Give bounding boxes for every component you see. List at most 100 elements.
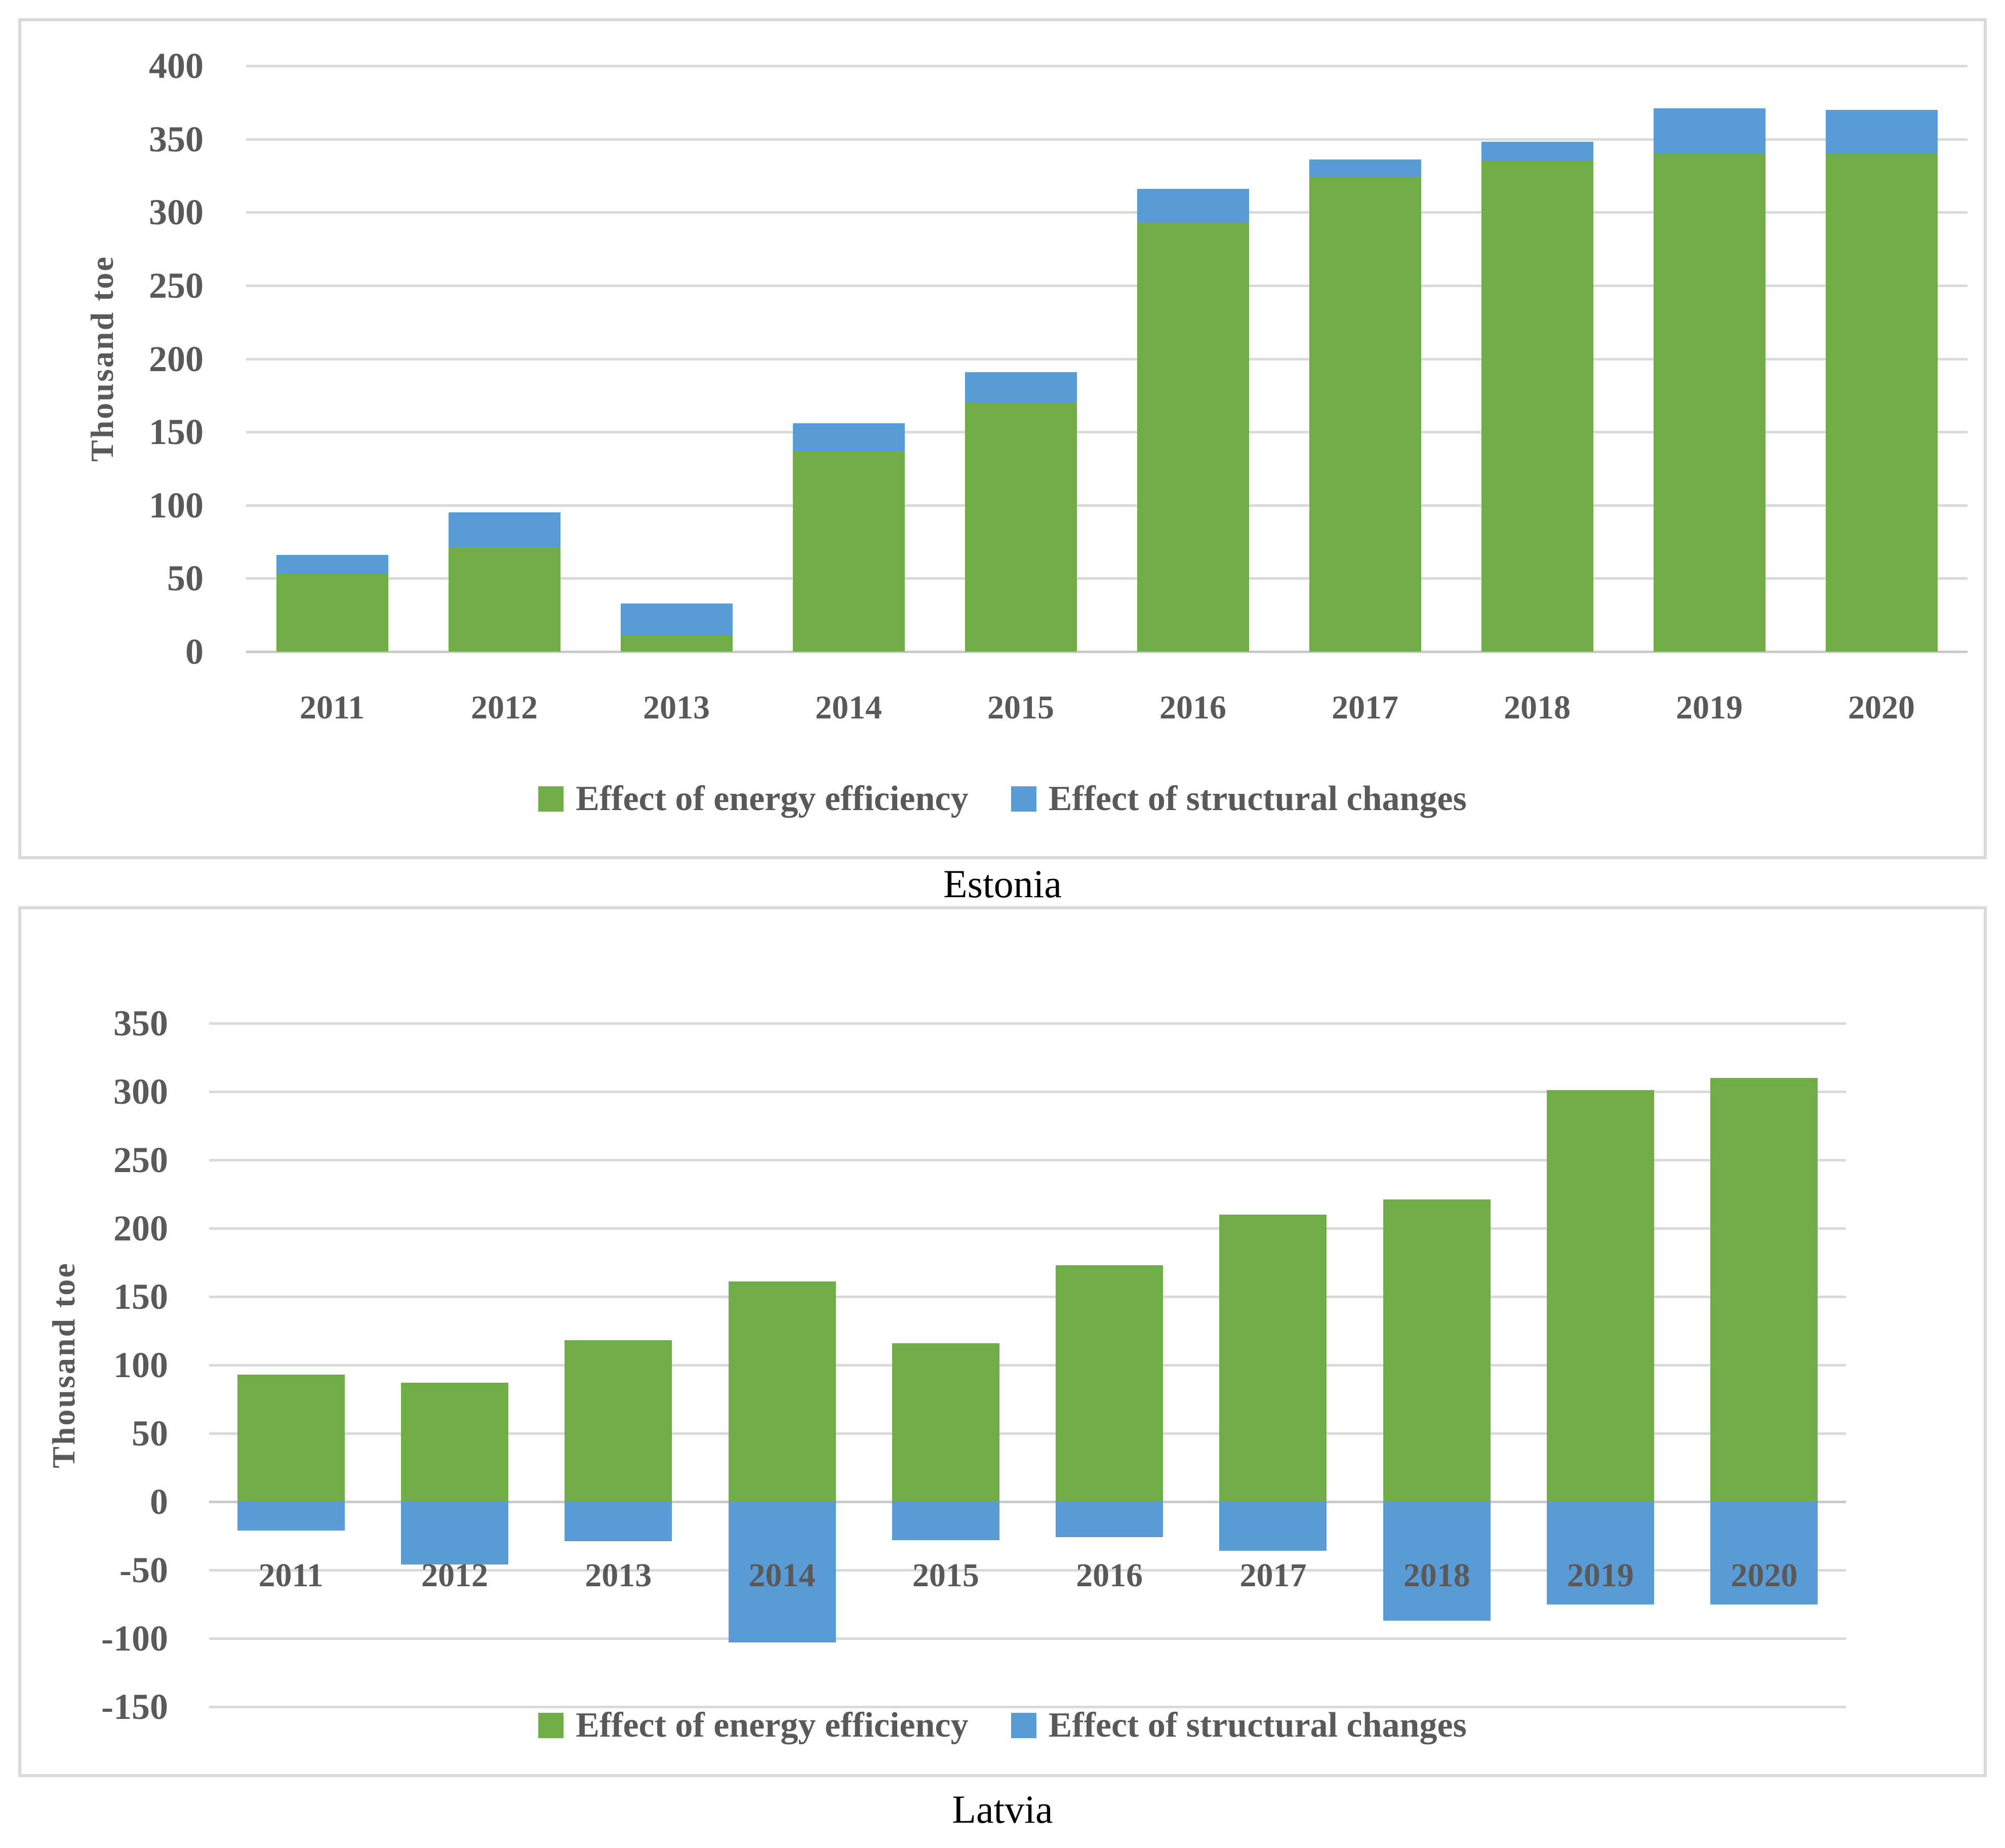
estonia-chart-panel: Thousand toe Effect of energy efficiency…: [18, 18, 1987, 859]
bar-segment-2014-down: [728, 1502, 836, 1643]
legend-item: Effect of energy efficiency: [538, 779, 969, 819]
bar-segment-2020-down: [1710, 1502, 1818, 1604]
bar-segment-2019-up: [1653, 108, 1766, 154]
bar-segment-2017-up: [1219, 1215, 1327, 1502]
gridline: [209, 1364, 1846, 1367]
bar-segment-2011-down: [237, 1502, 345, 1531]
x-axis-category-label: 2011: [258, 1557, 324, 1594]
legend-item: Effect of structural changes: [1011, 779, 1467, 819]
x-axis-category-label: 2012: [421, 1557, 488, 1594]
y-axis-tick-label: 150: [149, 412, 204, 453]
bar-segment-2015-down: [892, 1502, 999, 1540]
y-axis-tick-label: 100: [113, 1345, 168, 1385]
x-axis-category-label: 2018: [1504, 689, 1571, 726]
bar-segment-2016-up: [1056, 1265, 1164, 1502]
bar-segment-2018-up: [1481, 161, 1593, 652]
y-axis-tick-label: 50: [132, 1413, 168, 1454]
bar-segment-2019-up: [1547, 1090, 1655, 1502]
x-axis-category-label: 2013: [643, 689, 710, 726]
bar-segment-2018-down: [1383, 1502, 1491, 1621]
x-axis-category-label: 2019: [1567, 1557, 1634, 1594]
x-axis-category-label: 2019: [1676, 689, 1743, 726]
bar-segment-2020-up: [1825, 153, 1938, 652]
bar-segment-2013-up: [620, 635, 733, 652]
y-axis-tick-label: 0: [150, 1481, 168, 1522]
y-axis-tick-label: 200: [149, 338, 204, 379]
x-axis-category-label: 2014: [815, 689, 882, 726]
gridline: [246, 211, 1968, 214]
gridline: [246, 577, 1968, 580]
bar-segment-2016-up: [1137, 188, 1249, 223]
bar-segment-2017-up: [1309, 177, 1421, 652]
legend-item: Effect of energy efficiency: [538, 1705, 969, 1746]
bar-segment-2012-down: [400, 1502, 508, 1565]
bar-segment-2018-up: [1481, 142, 1593, 161]
y-axis-tick-label: 150: [113, 1276, 168, 1317]
bar-segment-2020-up: [1825, 109, 1938, 154]
bar-segment-2017-down: [1219, 1502, 1327, 1551]
legend-swatch-icon: [538, 1713, 564, 1738]
gridline: [209, 1706, 1846, 1708]
gridline: [246, 138, 1968, 141]
bar-segment-2015-up: [892, 1343, 999, 1502]
latvia-chart-panel: Thousand toe Effect of energy efficiency…: [18, 906, 1987, 1777]
legend-label: Effect of structural changes: [1048, 779, 1467, 818]
bar-segment-2011-up: [276, 574, 388, 652]
bar-segment-2014-up: [728, 1281, 836, 1502]
y-axis-tick-label: 200: [113, 1208, 168, 1249]
x-axis-zero-line: [246, 651, 1968, 653]
y-axis-tick-label: 300: [149, 192, 204, 233]
x-axis-category-label: 2018: [1403, 1557, 1470, 1594]
bar-segment-2017-up: [1309, 159, 1421, 177]
latvia-legend: Effect of energy efficiency Effect of str…: [21, 1705, 1984, 1746]
y-axis-tick-label: 300: [113, 1071, 168, 1112]
gridline: [246, 65, 1968, 67]
x-axis-category-label: 2017: [1332, 689, 1398, 726]
bar-segment-2012-up: [400, 1383, 508, 1502]
x-axis-category-label: 2017: [1239, 1557, 1307, 1594]
y-axis-tick-label: 250: [149, 265, 204, 306]
x-axis-category-label: 2012: [471, 689, 538, 726]
gridline: [246, 431, 1968, 434]
legend-swatch-icon: [1011, 786, 1036, 812]
legend-label: Effect of energy efficiency: [576, 779, 969, 818]
y-axis-tick-label: 0: [185, 631, 204, 672]
bar-segment-2015-up: [965, 403, 1077, 652]
gridline: [209, 1296, 1846, 1298]
gridline: [209, 1159, 1846, 1161]
bar-segment-2018-up: [1383, 1199, 1491, 1502]
gridline: [246, 504, 1968, 507]
estonia-legend: Effect of energy efficiency Effect of str…: [21, 779, 1984, 819]
legend-item: Effect of structural changes: [1011, 1705, 1467, 1746]
y-axis-tick-label: 400: [149, 46, 204, 86]
bar-segment-2013-down: [565, 1502, 672, 1542]
gridline: [209, 1432, 1846, 1435]
y-axis-tick-label: -100: [101, 1618, 168, 1659]
bar-segment-2013-up: [620, 603, 733, 636]
x-axis-category-label: 2015: [912, 1557, 979, 1594]
gridline: [209, 1637, 1846, 1640]
estonia-chart-title: Estonia: [943, 862, 1062, 906]
bar-segment-2019-up: [1653, 153, 1766, 652]
y-axis-tick-label: -50: [119, 1550, 168, 1590]
x-axis-category-label: 2014: [748, 1557, 816, 1594]
y-axis-tick-label: 100: [149, 485, 204, 526]
gridline: [209, 1227, 1846, 1230]
bar-segment-2020-up: [1710, 1078, 1818, 1502]
legend-label: Effect of structural changes: [1048, 1706, 1467, 1745]
y-axis-tick-label: -150: [101, 1686, 168, 1727]
x-axis-category-label: 2011: [299, 689, 365, 726]
y-axis-tick-label: 50: [167, 558, 204, 599]
y-axis-tick-label: 250: [113, 1140, 168, 1180]
x-axis-category-label: 2020: [1731, 1557, 1798, 1594]
gridline: [209, 1091, 1846, 1093]
legend-label: Effect of energy efficiency: [576, 1706, 969, 1745]
x-axis-category-label: 2020: [1848, 689, 1915, 726]
bar-segment-2014-up: [792, 451, 905, 652]
bar-segment-2011-up: [237, 1374, 345, 1502]
x-axis-category-label: 2016: [1159, 689, 1226, 726]
bar-segment-2011-up: [276, 555, 388, 574]
bar-segment-2012-up: [448, 512, 560, 548]
gridline: [246, 284, 1968, 287]
